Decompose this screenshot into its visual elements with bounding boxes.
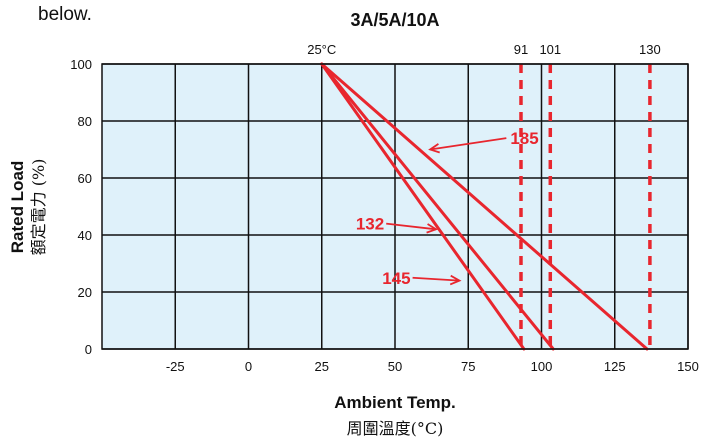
x-tick-label: 25 [315,359,329,374]
top-marker-label: 101 [539,42,561,57]
annotation-arrowhead [449,274,462,286]
plot-frame [101,63,689,350]
top-markers: 25°C 91 101 130 [307,42,661,349]
annotations: 185 132 145 [356,129,539,288]
x-axis-label: Ambient Temp. [334,393,456,412]
annotation-label: 145 [382,269,410,288]
chart-title: 3A/5A/10A [350,10,439,30]
y-tick-label: 40 [78,228,92,243]
annotation-label: 132 [356,215,384,234]
x-tick-label: 75 [461,359,475,374]
series-line-145 [320,62,555,351]
annotation-arrow [430,137,507,151]
top-marker-label: 91 [514,42,528,57]
annotation-arrow [386,222,437,231]
x-tick-label: 0 [245,359,252,374]
x-axis-label-cn: 周圍溫度(°C) [347,419,444,438]
x-tick-label: 125 [604,359,626,374]
top-marker-label: 130 [639,42,661,57]
x-tick-label: 50 [388,359,402,374]
series-line-185 [320,62,649,351]
annotation-label: 185 [510,129,538,148]
series-lines [320,62,649,351]
annotation-arrowhead [426,223,439,234]
y-tick-label: 0 [85,342,92,357]
x-tick-label: -25 [166,359,185,374]
y-axis-label: Rated Load [8,161,27,254]
y-tick-labels: 0 20 40 60 80 100 [70,57,92,357]
page-text-snippet: below. [38,4,92,25]
annotation-arrow [412,276,460,282]
y-tick-label: 80 [78,114,92,129]
series-line-132 [320,62,526,351]
x-tick-label: 100 [531,359,553,374]
y-tick-label: 100 [70,57,92,72]
x-tick-labels: -25 0 25 50 75 100 125 150 [166,359,699,374]
y-axis-label-cn: 額定電力 (%) [29,159,48,256]
y-tick-label: 20 [78,285,92,300]
y-tick-label: 60 [78,171,92,186]
x-tick-label: 150 [677,359,699,374]
annotation-arrowhead [428,143,440,154]
top-marker-label: 25°C [307,42,336,57]
